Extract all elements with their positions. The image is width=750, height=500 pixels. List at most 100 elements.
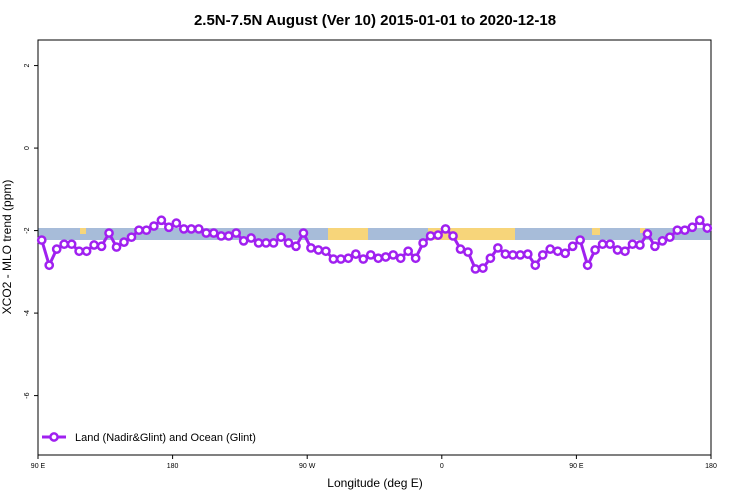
data-point [223, 231, 234, 241]
data-point [620, 246, 630, 257]
data-point [537, 250, 548, 260]
data-point [665, 232, 675, 243]
data-point [672, 225, 683, 236]
data-point [627, 239, 638, 250]
data-point [283, 238, 294, 248]
x-tick-label: 0 [440, 463, 444, 470]
data-point [343, 253, 354, 264]
data-point [111, 242, 122, 252]
data-point [560, 248, 571, 259]
data-point [463, 247, 473, 257]
data-point [650, 241, 660, 252]
data-point [388, 250, 399, 260]
x-tick-label: 180 [705, 463, 717, 470]
data-point [507, 250, 518, 260]
data-point [403, 246, 413, 257]
data-point [186, 224, 197, 234]
chart-title: 2.5N-7.5N August (Ver 10) 2015-01-01 to … [194, 12, 556, 29]
data-point [164, 222, 174, 233]
data-point [216, 231, 227, 241]
data-point [201, 228, 212, 238]
data-point [208, 228, 219, 238]
data-point [380, 252, 391, 262]
data-point [545, 244, 556, 255]
data-point [59, 239, 70, 250]
data-point [74, 246, 84, 257]
data-point [582, 260, 593, 271]
data-point [567, 241, 578, 252]
data-point [455, 244, 466, 255]
data-point [515, 250, 526, 260]
data-point [425, 231, 436, 241]
x-tick-label: 90 E [31, 463, 46, 470]
data-point [336, 254, 346, 264]
y-tick-label: -4 [24, 310, 31, 316]
data-point [149, 221, 159, 231]
data-point [321, 246, 331, 257]
data-point [193, 224, 204, 234]
data-point [306, 243, 316, 253]
data-point [81, 246, 92, 257]
data-point [51, 244, 62, 255]
data-point [575, 235, 585, 245]
data-point [478, 263, 488, 273]
data-point [66, 239, 77, 250]
data-point [440, 224, 451, 234]
data-point [418, 238, 428, 248]
data-point [485, 253, 496, 264]
data-point [687, 222, 698, 233]
x-tick-label: 90 W [299, 463, 316, 470]
data-point [313, 245, 324, 255]
data-point [702, 223, 713, 233]
data-point [373, 253, 384, 264]
data-point [261, 238, 271, 248]
data-point [119, 237, 129, 247]
data-point [171, 218, 182, 229]
data-point [246, 233, 256, 243]
data-point [156, 215, 167, 226]
data-point [365, 250, 376, 260]
legend-marker [49, 432, 59, 442]
data-point [36, 235, 47, 245]
legend-label: Land (Nadir&Glint) and Ocean (Glint) [75, 432, 256, 444]
data-point [89, 240, 99, 250]
data-point [276, 232, 286, 243]
data-point [522, 249, 533, 259]
data-point [410, 253, 421, 264]
plot-frame [37, 39, 712, 456]
data-point [268, 238, 279, 248]
data-point [500, 249, 511, 259]
data-point [448, 231, 458, 241]
y-tick-label: 2 [24, 64, 31, 68]
data-point [253, 238, 264, 248]
x-tick-label: 90 E [569, 463, 584, 470]
data-point [126, 232, 137, 243]
data-point [238, 236, 249, 246]
data-point [679, 225, 690, 236]
data-point [44, 260, 55, 271]
data-point [231, 228, 242, 238]
data-point [590, 245, 600, 255]
data-point [530, 260, 541, 271]
data-point [642, 229, 653, 239]
data-point [134, 225, 144, 236]
data-point [328, 254, 339, 264]
data-point [493, 243, 503, 253]
y-tick-label: 0 [24, 146, 31, 150]
data-point [657, 236, 668, 246]
data-point [141, 225, 152, 236]
data-point [104, 228, 114, 238]
data-point [291, 241, 301, 252]
data-point [178, 224, 189, 234]
data-point [605, 239, 615, 250]
data-point [470, 264, 481, 274]
data-point [358, 254, 369, 264]
y-tick-label: -2 [24, 227, 31, 233]
data-point [635, 240, 645, 250]
data-point [298, 228, 309, 238]
data-point [694, 215, 705, 226]
x-axis-label: Longitude (deg E) [327, 476, 422, 490]
data-point [552, 246, 563, 257]
y-tick-label: -6 [24, 392, 31, 398]
data-point [433, 230, 443, 240]
